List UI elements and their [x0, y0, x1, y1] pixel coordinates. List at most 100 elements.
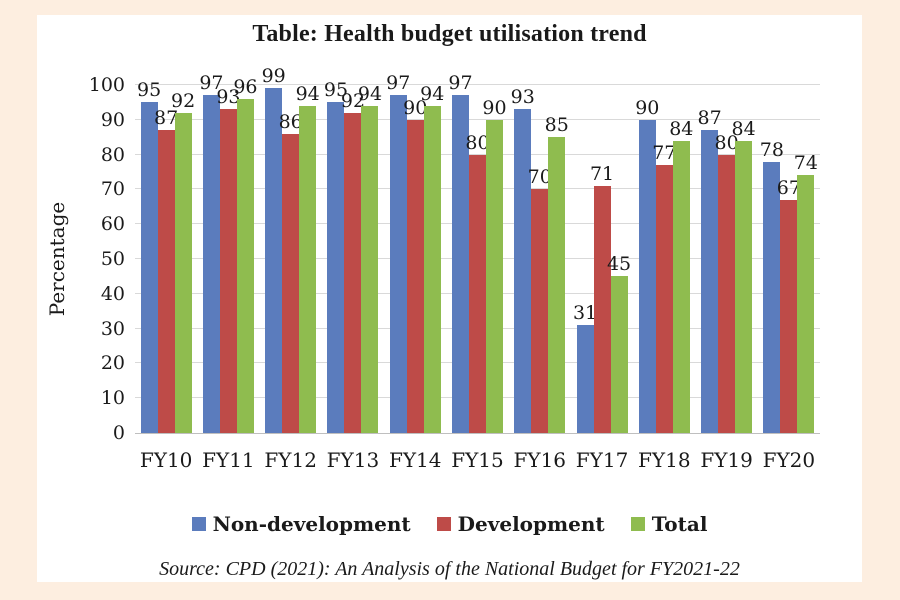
- bar-value-label: 70: [527, 166, 552, 189]
- y-axis-tick-70: 70: [100, 178, 125, 201]
- bar-development-fy15: [469, 154, 486, 433]
- x-axis-tick-fy20: FY20: [762, 448, 816, 472]
- bar-total-fy14: [423, 105, 441, 433]
- bar-value-label: 90: [403, 96, 428, 119]
- legend-item-development: Development: [436, 512, 605, 536]
- bar-development-fy11: [219, 109, 237, 433]
- bar-development-fy20: [780, 199, 798, 433]
- x-axis-tick-fy12: FY12: [264, 448, 317, 472]
- y-axis-tick-10: 10: [100, 387, 125, 410]
- bar-non-development-fy20: [763, 161, 781, 433]
- bar-total-fy19: [735, 140, 753, 433]
- x-axis-tick-fy16: FY16: [513, 448, 567, 472]
- x-axis-tick-fy13: FY13: [326, 448, 380, 472]
- y-axis-tick-20: 20: [100, 352, 125, 375]
- bar-total-fy12: [299, 105, 317, 433]
- x-axis-tick-fy14: FY14: [388, 448, 442, 472]
- chart-title: Table: Health budget utilisation trend: [252, 21, 647, 47]
- bar-non-development-fy19: [701, 130, 719, 433]
- bar-value-label: 94: [295, 82, 320, 105]
- bar-total-fy13: [361, 105, 379, 433]
- legend-swatch-non-development: [191, 517, 206, 531]
- bar-development-fy17: [593, 185, 611, 433]
- bar-value-label: 67: [776, 176, 801, 199]
- legend-swatch-total: [630, 517, 645, 531]
- bar-value-label: 90: [482, 96, 507, 119]
- bar-total-fy20: [797, 175, 815, 433]
- bar-value-label: 94: [420, 82, 445, 105]
- x-axis-tick-fy15: FY15: [451, 448, 504, 472]
- bar-value-label: 78: [759, 138, 784, 161]
- bar-non-development-fy12: [265, 88, 283, 433]
- bar-value-label: 71: [589, 162, 615, 185]
- y-axis-tick-0: 0: [112, 422, 125, 444]
- y-axis-tick-40: 40: [100, 282, 125, 305]
- bar-total-fy15: [486, 119, 503, 433]
- bar-value-label: 87: [154, 107, 179, 130]
- bar-value-label: 80: [465, 131, 490, 154]
- bar-value-label: 87: [697, 107, 722, 130]
- x-axis-tick-fy18: FY18: [638, 448, 691, 472]
- bar-value-label: 80: [714, 131, 739, 154]
- legend-swatch-development: [436, 517, 451, 531]
- legend-item-non-development: Non-development: [191, 512, 411, 536]
- x-axis-line: [135, 433, 820, 434]
- bar-value-label: 90: [635, 96, 660, 119]
- gridline-100: [135, 84, 820, 85]
- gridline-80: [135, 153, 820, 155]
- bar-non-development-fy15: [452, 95, 469, 433]
- bar-non-development-fy18: [638, 119, 656, 433]
- bar-value-label: 31: [572, 302, 598, 325]
- bar-non-development-fy10: [140, 102, 158, 433]
- bar-non-development-fy17: [576, 325, 594, 433]
- bar-non-development-fy11: [202, 95, 220, 433]
- bar-development-fy10: [157, 130, 175, 433]
- bar-value-label: 92: [171, 89, 196, 112]
- bar-value-label: 84: [669, 117, 694, 140]
- legend: Non-development Development Total: [37, 512, 862, 536]
- x-axis-tick-fy17: FY17: [575, 448, 629, 472]
- legend-label-total: Total: [651, 512, 708, 536]
- y-axis-tick-100: 100: [88, 74, 125, 96]
- bar-value-label: 86: [278, 110, 303, 133]
- bar-value-label: 93: [510, 86, 535, 109]
- bar-value-label: 96: [233, 75, 258, 98]
- chart-panel: Table: Health budget utilisation trend P…: [37, 15, 862, 582]
- bar-development-fy14: [406, 119, 424, 433]
- x-axis-tick-fy10: FY10: [139, 448, 193, 472]
- gridline-90: [135, 118, 820, 120]
- x-axis-tick-fy11: FY11: [202, 448, 255, 472]
- y-axis-tick-60: 60: [100, 213, 125, 236]
- bar-value-label: 97: [199, 72, 224, 95]
- bar-value-label: 99: [261, 65, 286, 88]
- bar-value-label: 97: [448, 72, 473, 95]
- bar-development-fy18: [655, 165, 673, 433]
- bar-value-label: 95: [137, 79, 162, 102]
- bar-total-fy17: [610, 276, 628, 433]
- legend-label-development: Development: [457, 512, 605, 536]
- y-axis-tick-50: 50: [100, 248, 125, 270]
- bar-total-fy18: [672, 140, 690, 433]
- bar-value-label: 92: [340, 89, 366, 112]
- bar-development-fy12: [282, 133, 300, 433]
- bar-development-fy19: [718, 154, 736, 433]
- bar-value-label: 84: [731, 117, 756, 140]
- bar-value-label: 77: [652, 142, 677, 165]
- legend-label-non-development: Non-development: [212, 512, 411, 536]
- bar-value-label: 97: [386, 72, 411, 95]
- bar-value-label: 94: [357, 82, 383, 105]
- y-axis-tick-90: 90: [100, 108, 125, 131]
- bar-total-fy11: [236, 98, 254, 433]
- bar-value-label: 74: [793, 152, 818, 175]
- bar-non-development-fy13: [327, 102, 345, 433]
- source-citation: Source: CPD (2021): An Analysis of the N…: [159, 558, 740, 580]
- bar-development-fy16: [531, 189, 549, 433]
- bar-value-label: 95: [323, 79, 349, 102]
- legend-item-total: Total: [630, 512, 708, 536]
- bar-total-fy10: [174, 112, 192, 433]
- y-axis-tick-30: 30: [100, 317, 125, 340]
- bar-development-fy13: [344, 112, 362, 433]
- bar-value-label: 45: [606, 253, 632, 276]
- bar-non-development-fy14: [389, 95, 407, 433]
